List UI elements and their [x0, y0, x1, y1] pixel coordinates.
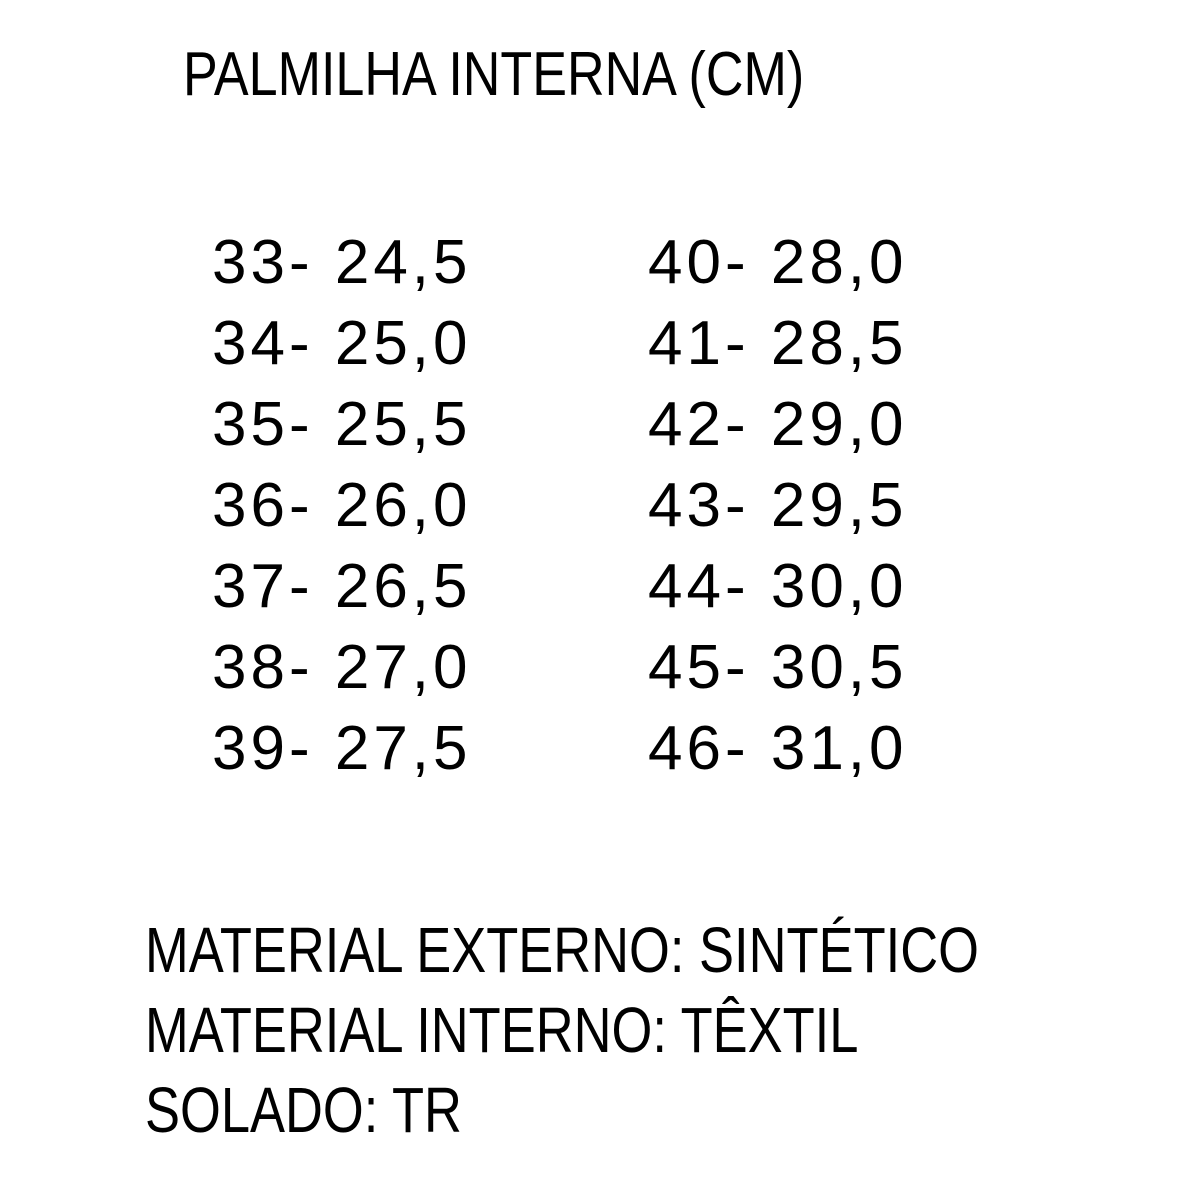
size-row: 42- 29,0: [648, 390, 908, 459]
size-row: 46- 31,0: [648, 714, 908, 783]
size-row: 44- 30,0: [648, 552, 908, 621]
size-row: 45- 30,5: [648, 633, 908, 702]
size-row: 36- 26,0: [212, 471, 472, 540]
spec-internal-material: MATERIAL INTERNO: TÊXTIL: [145, 994, 859, 1066]
size-row: 43- 29,5: [648, 471, 908, 540]
size-row: 37- 26,5: [212, 552, 472, 621]
spec-external-material: MATERIAL EXTERNO: SINTÉTICO: [145, 914, 979, 986]
size-row: 33- 24,5: [212, 228, 472, 297]
size-row: 34- 25,0: [212, 309, 472, 378]
size-row: 35- 25,5: [212, 390, 472, 459]
size-row: 39- 27,5: [212, 714, 472, 783]
spec-sole: SOLADO: TR: [145, 1074, 462, 1146]
size-row: 41- 28,5: [648, 309, 908, 378]
size-row: 40- 28,0: [648, 228, 908, 297]
size-row: 38- 27,0: [212, 633, 472, 702]
page-title: PALMILHA INTERNA (CM): [183, 40, 805, 109]
